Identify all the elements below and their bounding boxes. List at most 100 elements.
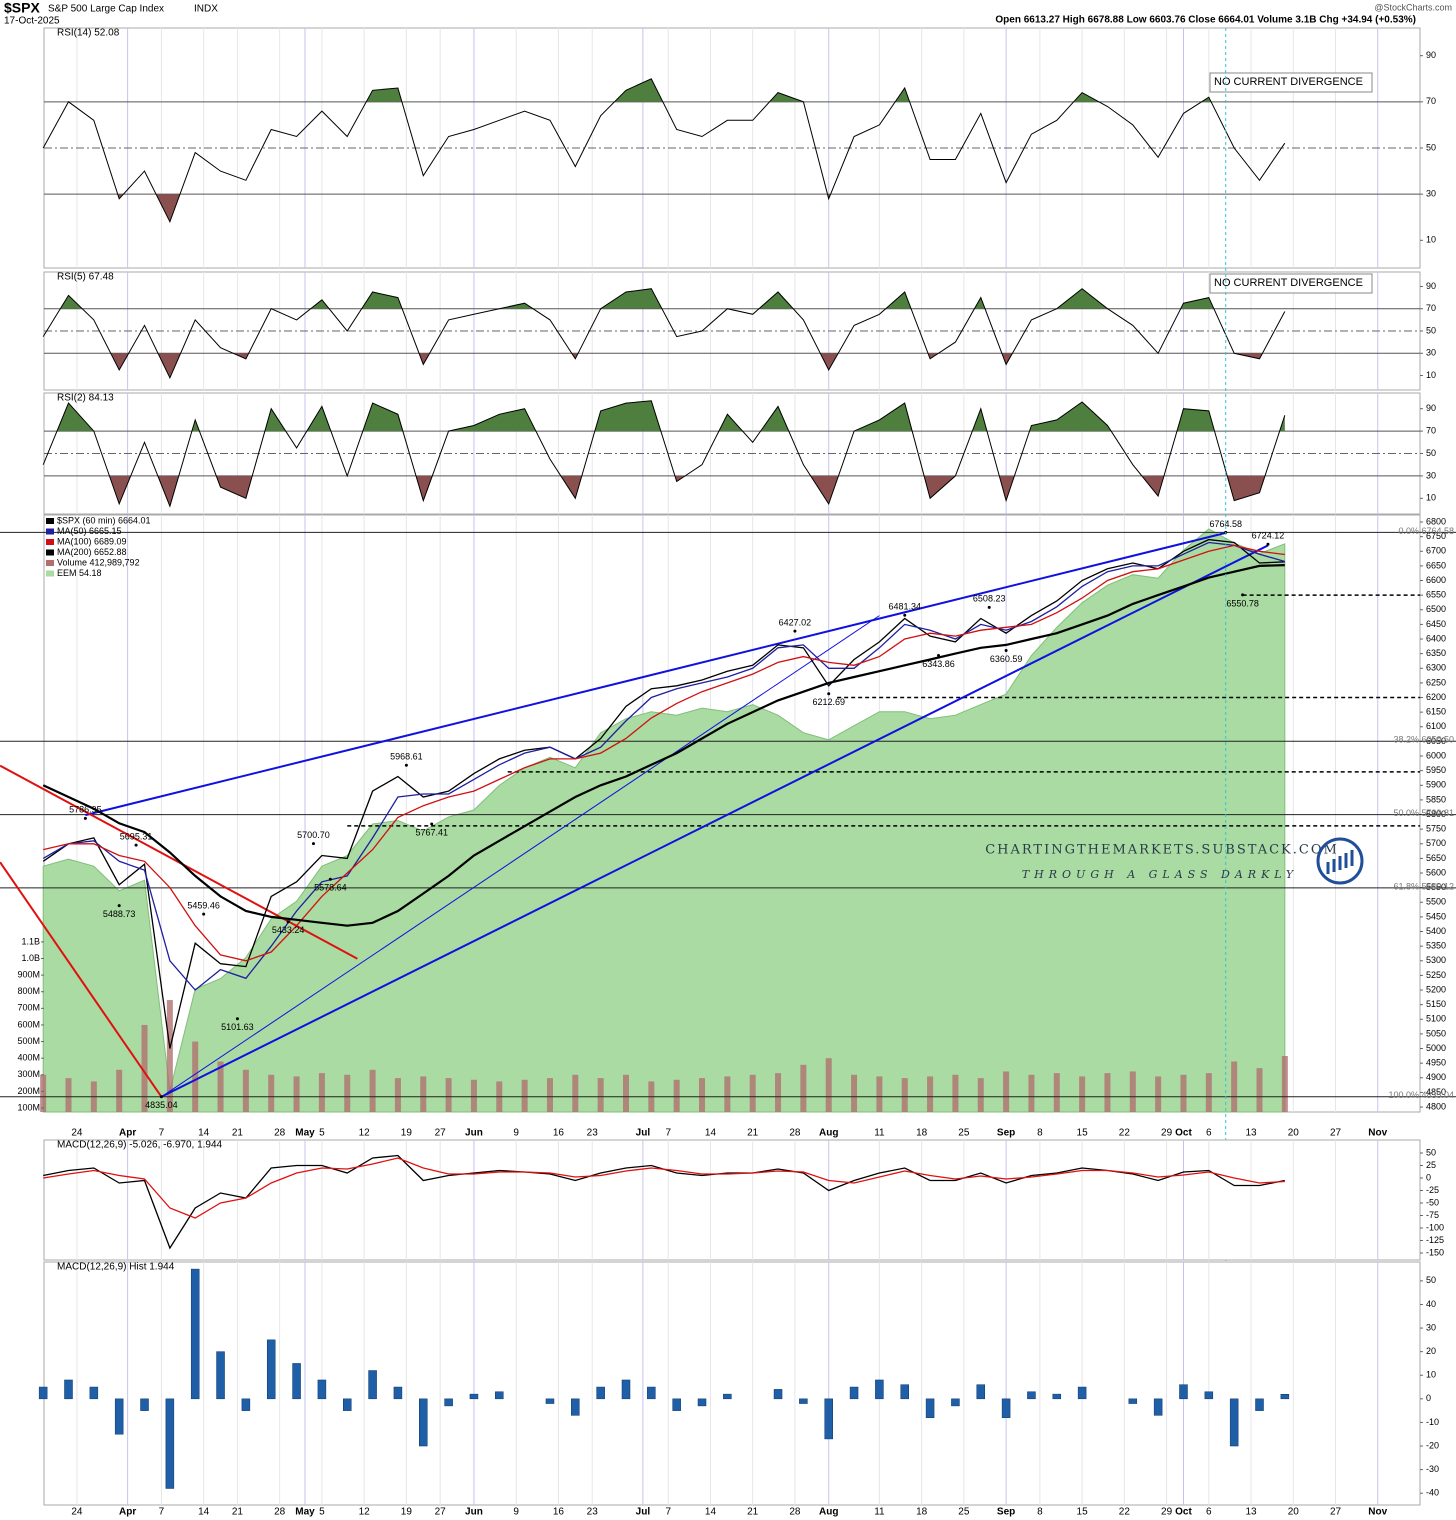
volume-bar <box>217 1061 224 1112</box>
x-tick-label: 8 <box>1037 1128 1043 1139</box>
y-tick-label: 4900 <box>1426 1072 1446 1082</box>
y-tick-label: 6400 <box>1426 633 1446 643</box>
x-tick-label: Nov <box>1368 1507 1387 1518</box>
pivot-label: 6212.69 <box>812 697 845 707</box>
x-tick-label: Aug <box>819 1507 838 1518</box>
fill-above <box>60 288 1214 309</box>
hist-bar <box>38 1386 48 1400</box>
y-tick-label: 5100 <box>1426 1014 1446 1024</box>
hist-bar <box>317 1379 327 1400</box>
fib-label: 61.8% 5549.12 <box>1393 881 1454 891</box>
hist-bar <box>875 1379 884 1400</box>
panel-title: RSI(2) 84.13 <box>57 393 114 404</box>
pivot-point <box>83 816 87 820</box>
x-tick-label: 5 <box>319 1128 325 1139</box>
y-tick-label: 5900 <box>1426 780 1446 790</box>
hist-bar <box>190 1268 200 1400</box>
x-tick-label: 22 <box>1119 1507 1131 1518</box>
y-tick-label: 20 <box>1426 1346 1436 1356</box>
volume-bar <box>1180 1074 1187 1112</box>
pivot-point <box>134 843 138 847</box>
legend-label: Volume 412,989,792 <box>57 557 140 567</box>
exchange: INDX <box>194 4 218 15</box>
y-tick-label: 6700 <box>1426 546 1446 556</box>
y-tick-label: 4950 <box>1426 1058 1446 1068</box>
x-tick-label: 28 <box>789 1507 801 1518</box>
x-tick-label: Nov <box>1368 1128 1387 1139</box>
y-tick-label: 70 <box>1426 425 1436 435</box>
x-tick-label: Apr <box>119 1128 136 1139</box>
volume-bar <box>876 1076 883 1112</box>
hist-bar <box>1001 1398 1011 1418</box>
fib-label: 0.0% 6764.58 <box>1398 526 1454 536</box>
hist-bar <box>824 1398 833 1440</box>
watermark-motto: THROUGH A GLASS DARKLY <box>1022 868 1298 881</box>
series-line <box>42 541 1285 991</box>
hist-bar <box>216 1351 225 1400</box>
y-tick-label: 5700 <box>1426 838 1446 848</box>
legend-swatch <box>46 528 54 535</box>
pivot-point <box>1004 649 1008 653</box>
annotation: NO CURRENT DIVERGENCE <box>1214 76 1363 88</box>
y2-tick-label: 200M <box>17 1086 40 1096</box>
x-tick-label: 15 <box>1077 1507 1089 1518</box>
x-tick-label: 7 <box>159 1507 165 1518</box>
volume-bar <box>192 1041 199 1112</box>
y-tick-label: 10 <box>1426 1370 1436 1380</box>
legend-label: EEM 54.18 <box>57 568 102 578</box>
x-tick-label: Jun <box>465 1128 483 1139</box>
volume-bar <box>1104 1073 1111 1112</box>
y-tick-label: 6150 <box>1426 707 1446 717</box>
hist-bar <box>1229 1398 1239 1447</box>
pivot-point <box>328 877 332 881</box>
hist-bar <box>140 1398 149 1411</box>
volume-bar <box>344 1074 351 1112</box>
x-tick-label: 28 <box>274 1507 286 1518</box>
x-tick-label: 21 <box>232 1128 244 1139</box>
x-tick-label: Sep <box>997 1128 1015 1139</box>
x-tick-label: 12 <box>359 1128 371 1139</box>
symbol: $SPX <box>4 0 40 16</box>
y-tick-label: 5650 <box>1426 853 1446 863</box>
x-tick-label: 29 <box>1161 1507 1173 1518</box>
volume-bar <box>572 1074 579 1112</box>
x-tick-label: 23 <box>587 1507 599 1518</box>
hist-bar <box>647 1386 656 1400</box>
hist-bar <box>266 1339 276 1400</box>
volume-bar <box>166 1000 173 1112</box>
y-tick-label: -25 <box>1426 1185 1439 1195</box>
hist-bar <box>976 1384 986 1400</box>
volume-bar <box>141 1024 148 1112</box>
x-tick-label: 7 <box>159 1128 165 1139</box>
hist-bar <box>1128 1398 1138 1404</box>
x-tick-label: 13 <box>1245 1128 1257 1139</box>
index-name: S&P 500 Large Cap Index <box>48 4 164 15</box>
volume-bar <box>775 1073 782 1112</box>
fill-above <box>57 400 1285 432</box>
x-tick-label: Jul <box>636 1128 651 1139</box>
y-tick-label: -50 <box>1426 1197 1439 1207</box>
y2-tick-label: 600M <box>17 1019 40 1029</box>
y-tick-label: 5600 <box>1426 867 1446 877</box>
volume-bar <box>40 1074 47 1112</box>
hist-bar <box>393 1386 403 1400</box>
volume-bar <box>521 1079 528 1112</box>
pivot-label: 6508.23 <box>973 594 1006 604</box>
volume-bar <box>699 1078 706 1112</box>
hist-bar <box>1255 1398 1264 1411</box>
hist-bar <box>697 1398 707 1407</box>
y-tick-label: 5300 <box>1426 955 1446 965</box>
x-tick-label: 20 <box>1288 1128 1300 1139</box>
y-tick-label: 5350 <box>1426 941 1446 951</box>
volume-bar <box>1256 1068 1263 1112</box>
y2-tick-label: 500M <box>17 1036 40 1046</box>
y-tick-label: 30 <box>1426 1322 1436 1332</box>
x-tick-label: 24 <box>71 1507 83 1518</box>
y-tick-label: 90 <box>1426 50 1436 60</box>
y-tick-label: 6300 <box>1426 663 1446 673</box>
volume-bar <box>622 1074 629 1112</box>
watermark-site: CHARTINGTHEMARKETS.SUBSTACK.COM <box>985 843 1339 858</box>
pivot-label: 5700.70 <box>297 830 330 840</box>
x-tick-label: May <box>295 1128 315 1139</box>
x-tick-label: 14 <box>705 1507 717 1518</box>
